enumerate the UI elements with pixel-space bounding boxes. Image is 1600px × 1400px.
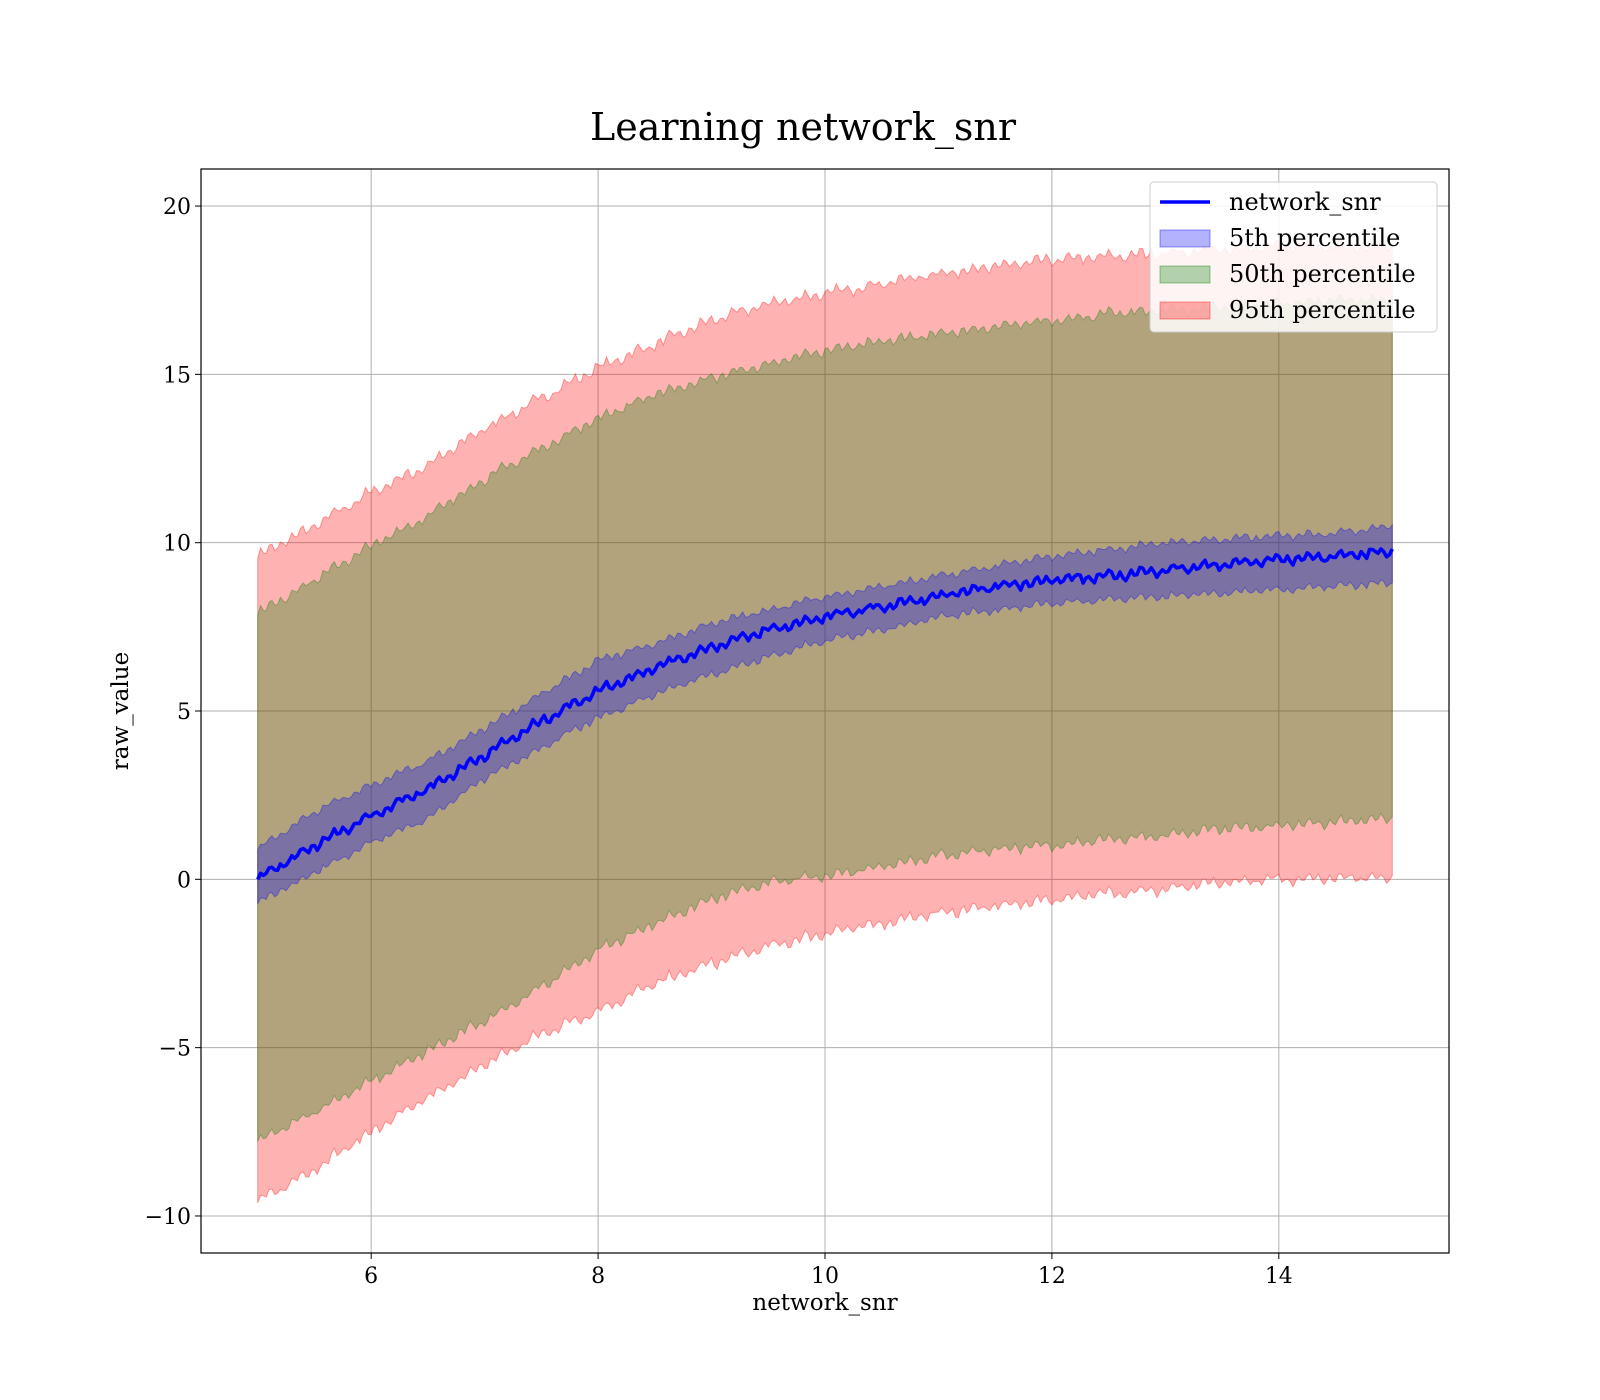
legend-label: 95th percentile bbox=[1229, 296, 1416, 324]
band-50th-percentile bbox=[257, 293, 1393, 1142]
legend: network_snr 5th percentile 50th percentile… bbox=[1149, 181, 1438, 333]
x-tick-label: 10 bbox=[811, 1264, 839, 1289]
chart-title: Learning network_snr bbox=[590, 105, 1017, 150]
legend-swatch-patch bbox=[1159, 229, 1211, 248]
legend-swatch-patch bbox=[1159, 265, 1211, 284]
x-axis-label: network_snr bbox=[752, 1290, 897, 1316]
grid-layer bbox=[201, 169, 1449, 1253]
y-tick-label: 5 bbox=[177, 700, 191, 725]
axis-ticks: 6 8 10 12 14 −10 −5 0 5 10 15 20 bbox=[145, 195, 1293, 1289]
legend-swatch-patch bbox=[1159, 301, 1211, 320]
band-5th-percentile bbox=[257, 523, 1393, 905]
band-95th-percentile bbox=[257, 238, 1393, 1204]
legend-label: network_snr bbox=[1229, 188, 1381, 216]
y-tick-label: 0 bbox=[177, 868, 191, 893]
x-tick-label: 12 bbox=[1038, 1264, 1066, 1289]
legend-label: 5th percentile bbox=[1229, 224, 1400, 252]
legend-label: 50th percentile bbox=[1229, 260, 1416, 288]
plot-area bbox=[256, 238, 1394, 1204]
y-tick-label: 10 bbox=[163, 532, 191, 557]
y-tick-label: −5 bbox=[159, 1037, 191, 1062]
legend-box bbox=[1149, 181, 1438, 333]
y-tick-label: −10 bbox=[145, 1205, 191, 1230]
x-tick-label: 14 bbox=[1265, 1264, 1293, 1289]
y-tick-label: 15 bbox=[163, 363, 191, 388]
x-tick-label: 8 bbox=[591, 1264, 605, 1289]
y-axis-label: raw_value bbox=[108, 652, 134, 770]
x-tick-label: 6 bbox=[364, 1264, 378, 1289]
series-line-network-snr bbox=[256, 547, 1394, 881]
y-tick-label: 20 bbox=[163, 195, 191, 220]
